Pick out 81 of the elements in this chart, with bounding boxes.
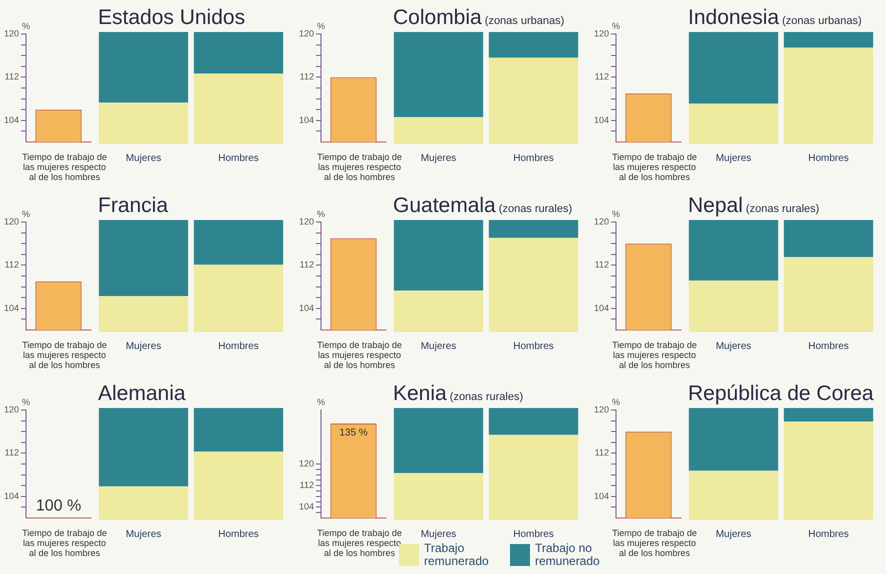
chart-subtitle: (zonas rurales) xyxy=(448,391,524,403)
x-tick-label: Hombres xyxy=(808,528,849,540)
y-tick-label: 120 xyxy=(4,404,20,414)
x-tick-label: Mujeres xyxy=(126,340,162,352)
x-tick-label: Hombres xyxy=(218,340,259,352)
y-tick-label: 112 xyxy=(4,72,20,82)
chart-title: Guatemala xyxy=(393,194,496,217)
chart-subtitle: (zonas urbanas) xyxy=(484,15,564,27)
chart-title: Kenia xyxy=(393,382,447,405)
y-tick-label: 112 xyxy=(4,448,20,458)
chart-subtitle: (zonas rurales) xyxy=(744,203,820,215)
x-tick-label: Mujeres xyxy=(420,528,456,540)
x-axis-title: Tiempo de trabajo de las mujeres respecto al de los hombres xyxy=(612,152,697,182)
x-axis-title: Tiempo de trabajo de las mujeres respecto al de los hombres xyxy=(22,528,107,558)
y-tick-label: 104 xyxy=(4,302,20,313)
y-tick-label: 104 xyxy=(4,490,20,501)
y-tick-label: 120 xyxy=(298,216,314,226)
y-axis-title: % xyxy=(22,208,30,219)
y-tick-label: 120 xyxy=(594,216,610,226)
y-tick-label: 112 xyxy=(300,260,314,270)
x-tick-label: Hombres xyxy=(218,528,259,540)
x-tick-label: Mujeres xyxy=(126,528,162,540)
y-tick-label: 120 xyxy=(594,28,610,38)
x-axis-title: Tiempo de trabajo de las mujeres respecto al de los hombres xyxy=(317,528,402,558)
y-tick-label: 112 xyxy=(594,260,610,270)
x-tick-label: Mujeres xyxy=(126,152,162,164)
legend-label: Trabajo remunerado xyxy=(424,541,490,568)
y-tick-label: 120 xyxy=(594,404,610,414)
y-tick-label: 112 xyxy=(594,448,610,458)
y-axis-title: % xyxy=(612,396,620,407)
y-tick-label: 112 xyxy=(594,72,610,82)
y-tick-label: 112 xyxy=(4,260,20,270)
chart-title: Colombia xyxy=(393,6,482,29)
y-tick-label: 104 xyxy=(594,302,610,313)
x-axis-title: Tiempo de trabajo de las mujeres respecto al de los hombres xyxy=(22,340,107,370)
y-tick-label: 120 xyxy=(298,458,314,468)
y-axis-title: % xyxy=(22,20,30,31)
x-tick-label: Mujeres xyxy=(716,528,752,540)
y-axis-title: % xyxy=(612,20,620,31)
chart-title: Alemania xyxy=(98,382,186,406)
x-tick-label: Hombres xyxy=(513,340,554,352)
x-axis-title: Tiempo de trabajo de las mujeres respecto al de los hombres xyxy=(612,528,697,558)
x-axis-title: Tiempo de trabajo de las mujeres respecto al de los hombres xyxy=(317,340,402,370)
legend-label: Trabajo no remunerado xyxy=(535,541,601,568)
y-tick-label: 104 xyxy=(594,490,610,501)
y-axis-title: % xyxy=(317,208,326,219)
x-tick-label: Mujeres xyxy=(716,340,752,352)
x-axis-title: Tiempo de trabajo de las mujeres respecto al de los hombres xyxy=(22,152,107,182)
y-axis-title: % xyxy=(612,208,620,219)
y-tick-label: 104 xyxy=(4,114,20,125)
x-tick-label: Mujeres xyxy=(420,340,456,352)
chart-title: Francia xyxy=(98,194,168,218)
x-axis-title: Tiempo de trabajo de las mujeres respecto al de los hombres xyxy=(612,340,697,370)
x-tick-label: Hombres xyxy=(218,152,259,164)
y-axis-title: % xyxy=(317,20,326,31)
data-label: 100 % xyxy=(36,497,82,514)
x-tick-label: Hombres xyxy=(513,152,554,164)
data-label: 135 % xyxy=(339,427,368,438)
y-tick-label: 104 xyxy=(298,302,314,313)
y-tick-label: 120 xyxy=(298,28,314,38)
y-tick-label: 120 xyxy=(4,28,20,38)
x-tick-label: Mujeres xyxy=(420,152,456,164)
chart-title: Nepal xyxy=(688,194,743,217)
x-tick-label: Hombres xyxy=(808,152,849,164)
y-axis-title: % xyxy=(22,396,30,407)
x-tick-label: Hombres xyxy=(513,528,554,540)
chart-title: Estados Unidos xyxy=(98,6,246,30)
y-tick-label: 104 xyxy=(594,114,610,125)
x-tick-label: Mujeres xyxy=(716,152,752,164)
y-tick-label: 112 xyxy=(300,72,314,82)
chart-subtitle: (zonas urbanas) xyxy=(781,15,862,27)
x-axis-title: Tiempo de trabajo de las mujeres respecto al de los hombres xyxy=(317,152,402,182)
y-tick-label: 104 xyxy=(298,114,314,125)
y-tick-label: 112 xyxy=(300,480,314,490)
y-axis-title: % xyxy=(317,396,326,407)
y-tick-label: 120 xyxy=(4,216,20,226)
chart-title: Indonesia xyxy=(688,6,780,29)
chart-title: República de Corea xyxy=(688,382,874,406)
y-tick-label: 104 xyxy=(298,502,314,512)
x-tick-label: Hombres xyxy=(808,340,849,352)
chart-subtitle: (zonas rurales) xyxy=(498,203,572,215)
